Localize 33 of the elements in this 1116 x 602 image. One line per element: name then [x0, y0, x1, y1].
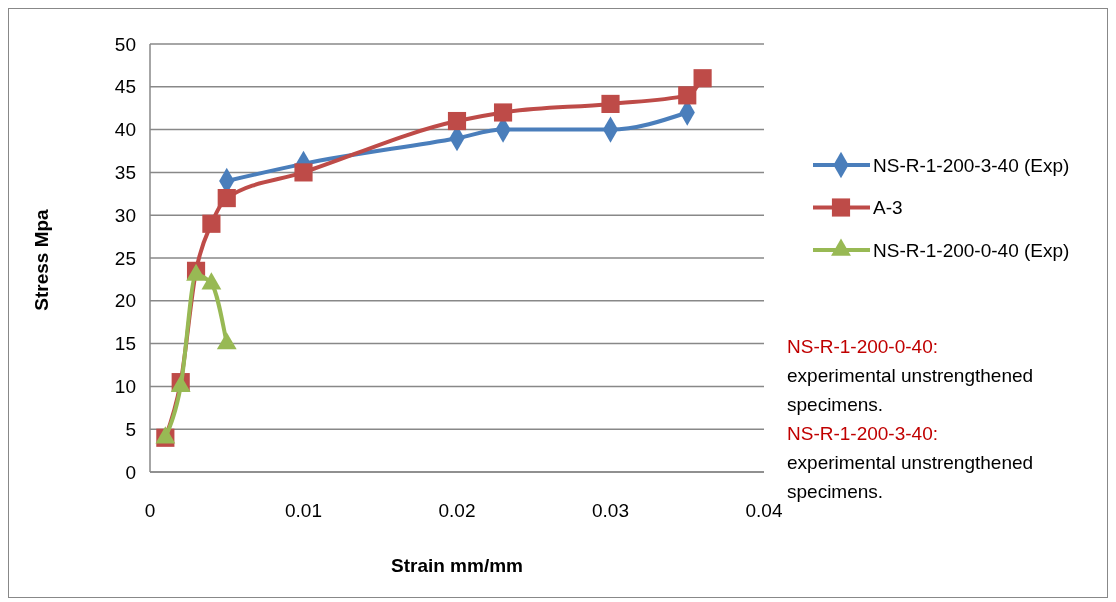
x-axis-title: Strain mm/mm: [391, 555, 523, 576]
x-tick-label: 0.02: [438, 500, 476, 521]
y-tick-label: 40: [114, 119, 136, 141]
x-tick-label: 0.04: [745, 500, 783, 521]
point: [693, 69, 712, 88]
x-tick-label: 0.01: [285, 500, 322, 521]
y-tick-label: 50: [114, 33, 136, 55]
legend-label: A-3: [873, 197, 903, 219]
text: NS-R-1-200-3-40: experimental unstrengthened specimens.: [787, 423, 1034, 502]
point: [216, 332, 237, 350]
y-tick-label: 30: [114, 204, 136, 226]
point: [493, 103, 513, 122]
point: [601, 94, 620, 113]
point: [201, 272, 222, 290]
x-tick-label: 0.03: [592, 500, 629, 521]
legend-label: NS-R-1-200-3-40 (Exp): [873, 154, 1070, 176]
x-tick-label: 0: [144, 500, 156, 521]
y-tick-label: 45: [114, 76, 136, 98]
point: [202, 214, 221, 233]
point: [217, 189, 236, 208]
y-tick-label: 10: [114, 376, 136, 398]
y-tick-label: 15: [114, 333, 136, 355]
y-tick-label: 35: [114, 162, 136, 184]
point: [294, 163, 313, 182]
point: [447, 111, 467, 131]
y-tick-label: 0: [125, 461, 136, 483]
point: [678, 86, 697, 105]
legend-label: NS-R-1-200-0-40 (Exp): [873, 239, 1070, 261]
y-tick-label: 20: [114, 290, 136, 312]
y-tick-label: 5: [125, 418, 136, 440]
y-axis-title: Stress Mpa: [31, 208, 52, 311]
text: NS-R-1-200-0-40: experimental unstrengthened specimens.: [787, 336, 1034, 415]
y-tick-label: 25: [114, 247, 136, 269]
